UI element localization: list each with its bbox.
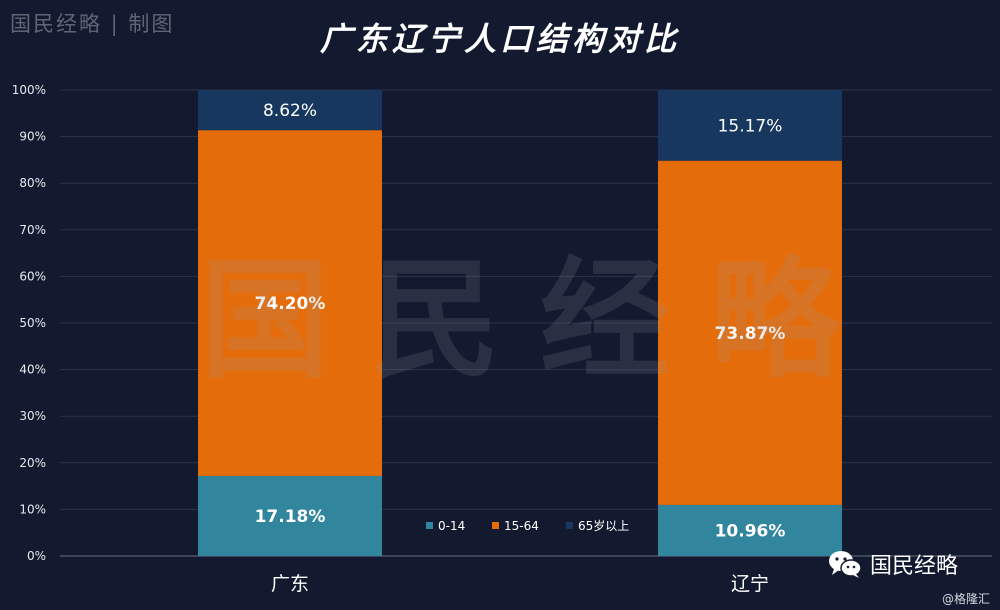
data-label: 15.17%	[718, 116, 783, 136]
data-label: 74.20%	[255, 294, 326, 314]
data-label: 17.18%	[255, 507, 326, 527]
y-tick-label: 100%	[12, 83, 46, 97]
data-label: 8.62%	[263, 101, 317, 121]
y-tick-label: 20%	[19, 456, 46, 470]
legend-label: 65岁以上	[578, 518, 629, 533]
y-tick-label: 80%	[19, 176, 46, 190]
brand-label: 国民经略 | 制图	[10, 12, 175, 36]
y-tick-label: 90%	[19, 130, 46, 144]
legend-swatch	[426, 522, 433, 529]
bar-segment	[658, 504, 842, 556]
y-tick-label: 50%	[19, 316, 46, 330]
y-tick-label: 40%	[19, 363, 46, 377]
data-label: 10.96%	[715, 521, 786, 541]
y-tick-label: 60%	[19, 269, 46, 283]
bar-segment	[658, 90, 842, 161]
y-tick-label: 10%	[19, 502, 46, 516]
x-category-label: 广东	[271, 573, 309, 595]
bar-segment	[198, 130, 382, 476]
chart-title: 广东辽宁人口结构对比	[319, 20, 680, 58]
account-name: 国民经略	[870, 554, 959, 579]
wechat-icon	[828, 549, 862, 579]
x-category-label: 辽宁	[731, 573, 769, 595]
bar-segment	[198, 90, 382, 131]
y-tick-label: 30%	[19, 409, 46, 423]
legend-swatch	[492, 522, 499, 529]
y-tick-label: 0%	[27, 549, 46, 563]
legend-label: 15-64	[504, 519, 539, 533]
legend-label: 0-14	[438, 519, 465, 533]
data-label: 73.87%	[715, 324, 786, 344]
bar-segment	[198, 475, 382, 556]
account-brand: 国民经略	[828, 548, 958, 580]
y-tick-label: 70%	[19, 223, 46, 237]
credit-text: @格隆汇	[941, 592, 990, 606]
legend-swatch	[566, 522, 573, 529]
bar-segment	[658, 160, 842, 505]
